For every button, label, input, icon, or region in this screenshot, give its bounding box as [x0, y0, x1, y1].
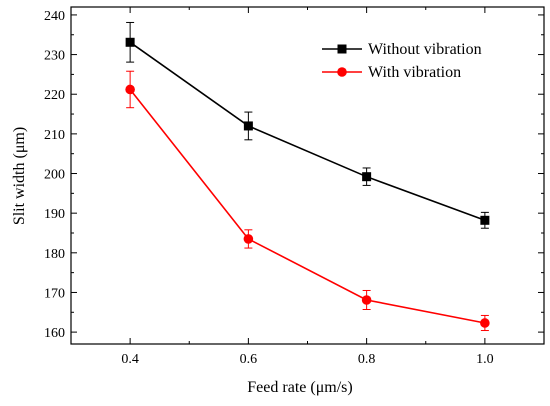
y-tick-label: 200: [44, 168, 65, 183]
legend-label: With vibration: [368, 64, 461, 81]
y-tick-label: 180: [44, 247, 65, 262]
series-layer: [125, 21, 490, 332]
data-point: [361, 295, 372, 305]
legend-item: With vibration: [322, 64, 461, 81]
y-tick-label: 230: [44, 49, 65, 64]
y-tick-label: 220: [44, 88, 65, 103]
legend-marker: [337, 67, 347, 77]
y-tick-label: 170: [44, 286, 65, 301]
y-tick-label: 240: [44, 9, 65, 24]
series-line: [129, 88, 486, 324]
x-axis-title: Feed rate (μm/s): [247, 379, 352, 396]
y-tick-label: 210: [44, 128, 65, 143]
data-point: [480, 318, 490, 328]
legend-marker: [337, 44, 347, 54]
data-point: [243, 121, 253, 131]
data-point: [125, 37, 135, 47]
legend-item: Without vibration: [322, 41, 482, 58]
series-without-vibration: [125, 21, 490, 229]
data-point: [362, 172, 372, 182]
x-tick-label: 0.4: [121, 352, 139, 367]
x-tick-label: 1.0: [476, 352, 494, 367]
axis-ticks: 0.4 0.6 0.8 1.0 160 170 180 190 200 210 220 230 240: [44, 7, 545, 367]
y-axis-title: Slit width (μm): [11, 127, 28, 225]
x-tick-label: 0.8: [358, 352, 376, 367]
data-point: [125, 84, 135, 95]
x-tick-label: 0.6: [240, 352, 258, 367]
legend: Without vibration With vibration: [322, 41, 482, 81]
data-point: [480, 215, 490, 225]
series-with-vibration: [125, 70, 490, 332]
y-tick-label: 190: [44, 207, 65, 222]
legend-label: Without vibration: [368, 41, 482, 58]
y-tick-label: 160: [44, 326, 65, 341]
series-line: [129, 41, 486, 222]
data-point: [243, 234, 254, 244]
